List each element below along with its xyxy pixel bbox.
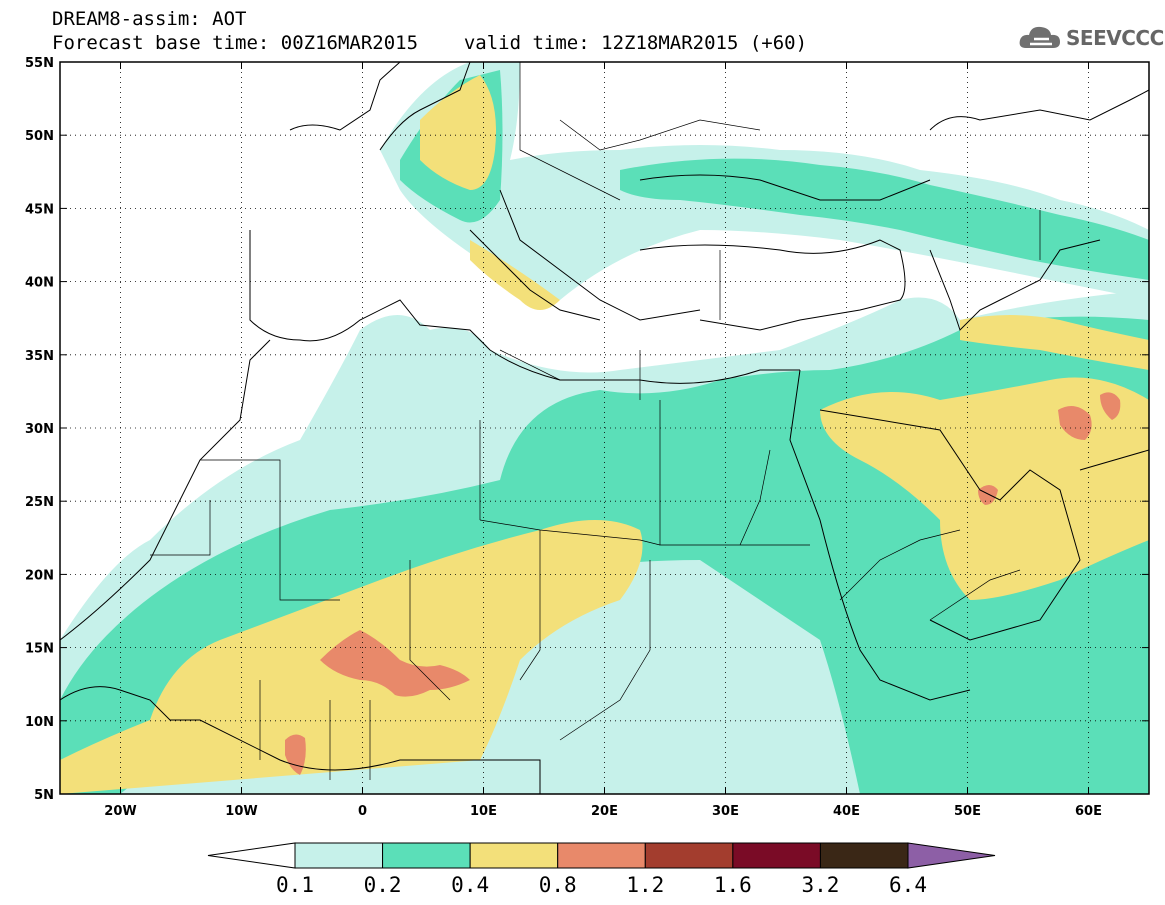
colorbar-level-label: 0.4 <box>451 873 489 897</box>
lat-tick-label: 20N <box>25 568 54 583</box>
lon-tick-label: 10E <box>470 804 497 819</box>
country-borders <box>150 62 1041 780</box>
lon-tick-label: 30E <box>712 804 739 819</box>
lat-tick-label: 45N <box>25 202 54 217</box>
colorbar-low-arrow <box>207 842 296 869</box>
lat-tick-label: 15N <box>25 642 54 657</box>
colorbar-box <box>294 842 384 869</box>
colorbar-level-label: 0.8 <box>539 873 577 897</box>
lon-tick-label: 0 <box>358 804 367 819</box>
coastlines <box>60 62 1149 794</box>
base-time-value: 00Z16MAR2015 <box>280 32 419 54</box>
lat-tick-label: 30N <box>25 422 54 437</box>
valid-time-value: 12Z18MAR2015 (+60) <box>601 32 808 54</box>
colorbar-box <box>644 842 734 869</box>
colorbar-level-label: 6.4 <box>889 873 927 897</box>
lat-tick-label: 5N <box>34 788 54 803</box>
base-time-label: Forecast base time: <box>52 32 270 54</box>
lon-tick-label: 20E <box>591 804 618 819</box>
lon-tick-label: 20W <box>104 804 136 819</box>
lat-tick-label: 35N <box>25 349 54 364</box>
seevccc-logo: SEEVCCC <box>1018 22 1164 56</box>
colorbar-box <box>732 842 821 869</box>
lon-tick-label: 50E <box>954 804 981 819</box>
colorbar-level-label: 1.6 <box>714 873 752 897</box>
colorbar-level-label: 0.1 <box>276 873 314 897</box>
colorbar-box <box>557 842 646 869</box>
lat-tick-label: 10N <box>25 715 54 730</box>
model-variable-label: DREAM8-assim: AOT <box>52 8 247 30</box>
colorbar-level-label: 0.2 <box>364 873 402 897</box>
colorbar-high-arrow <box>907 842 996 869</box>
lat-tick-label: 25N <box>25 495 54 510</box>
logo-text: SEEVCCC <box>1066 26 1164 50</box>
colorbar-box <box>469 842 559 869</box>
forecast-times: Forecast base time: 00Z16MAR2015 valid t… <box>52 32 807 54</box>
colorbar-box <box>382 842 471 869</box>
aot-band-orange <box>285 392 1121 775</box>
cloud-icon <box>1019 26 1060 48</box>
colorbar-level-label: 1.2 <box>626 873 664 897</box>
lat-tick-label: 40N <box>25 276 54 291</box>
colorbar-box <box>819 842 909 869</box>
axis-ticks: 20W 10W 0 10E 20E 30E 40E 50E 60E 55N 50N 45N 40N 35N… <box>25 56 1149 819</box>
lat-tick-label: 50N <box>25 129 54 144</box>
graticule <box>60 62 1149 794</box>
colorbar-level-label: 3.2 <box>801 873 839 897</box>
lon-tick-label: 10W <box>225 804 257 819</box>
lon-tick-label: 60E <box>1075 804 1102 819</box>
lon-tick-label: 40E <box>833 804 860 819</box>
lat-tick-label: 55N <box>25 56 54 71</box>
map-title: DREAM8-assim: AOT <box>52 8 246 30</box>
valid-time-label: valid time: <box>463 32 590 54</box>
